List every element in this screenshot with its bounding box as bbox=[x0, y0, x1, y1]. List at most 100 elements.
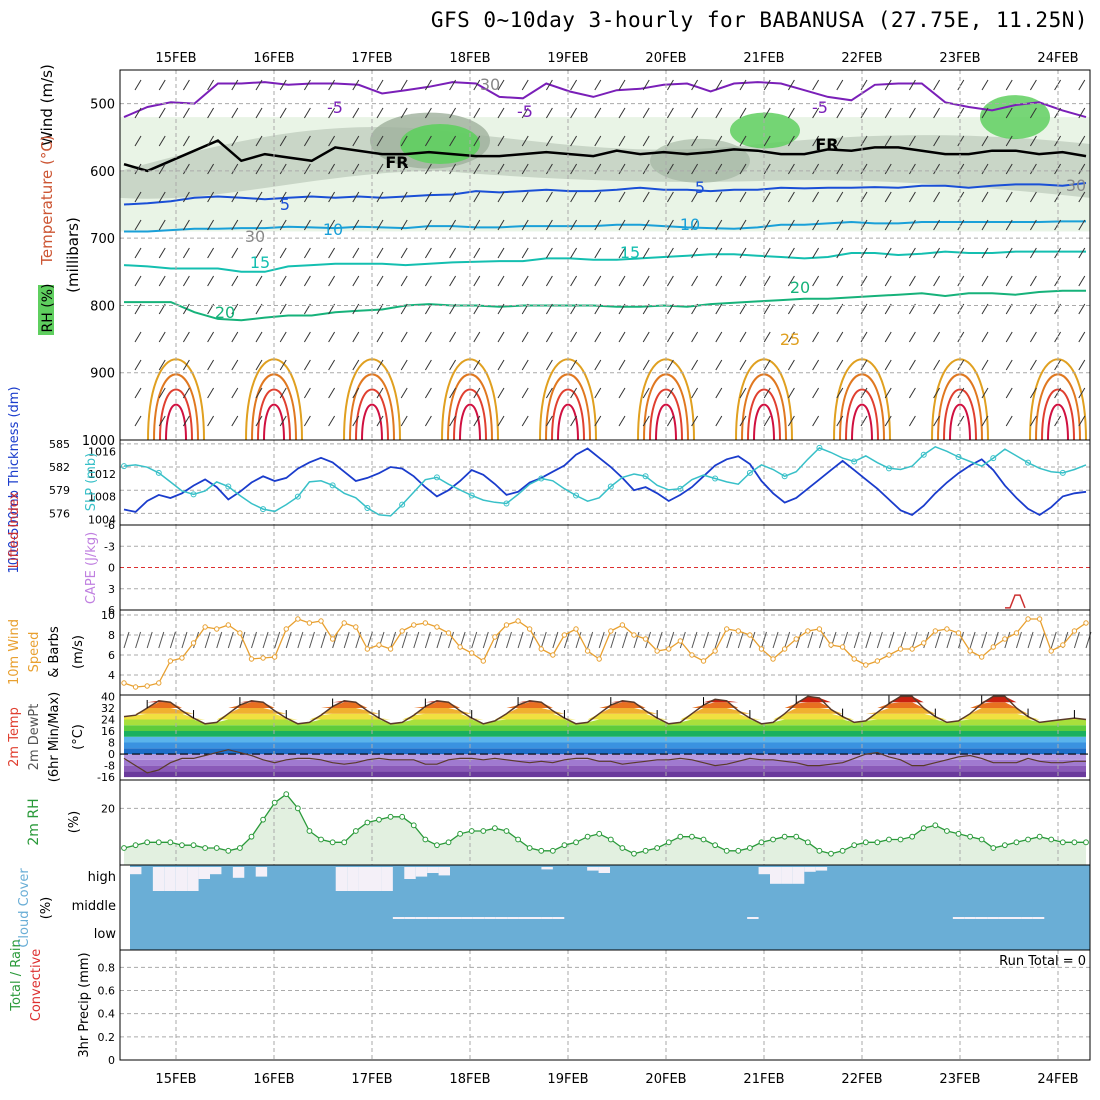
wind-barb bbox=[715, 79, 723, 91]
rh-marker bbox=[318, 836, 324, 843]
wind-barb bbox=[981, 331, 989, 343]
wind-barb-10m bbox=[169, 631, 176, 649]
wind-barb-10m bbox=[448, 631, 455, 649]
rh-marker bbox=[944, 828, 950, 834]
wind-barb bbox=[715, 191, 723, 203]
wind-barb bbox=[376, 191, 384, 203]
rh-marker bbox=[237, 845, 243, 851]
wind-speed-marker bbox=[735, 628, 741, 634]
axis-title: Lifted Index bbox=[7, 491, 22, 568]
wind-barb bbox=[255, 359, 263, 371]
date-tick-top: 16FEB bbox=[253, 51, 294, 66]
wind-barb bbox=[836, 163, 844, 175]
slp-tick: 1012 bbox=[88, 468, 116, 481]
contour-label: -5 bbox=[327, 98, 343, 117]
axis-title: Temperature (°C) bbox=[38, 135, 56, 265]
wind-barb bbox=[303, 275, 311, 287]
wind-barb-10m bbox=[506, 631, 512, 649]
wind-barb bbox=[255, 107, 263, 119]
wind-barb bbox=[158, 415, 166, 427]
axis-title-line: 2m Temp bbox=[7, 707, 22, 767]
temperature-contour-lower bbox=[159, 388, 193, 440]
wind-barb bbox=[521, 415, 529, 427]
wind-barb bbox=[231, 247, 239, 259]
wind-barb bbox=[957, 247, 965, 259]
wind-barb bbox=[666, 191, 674, 203]
cloud-middle-bar bbox=[1021, 917, 1033, 919]
wind-barb bbox=[594, 219, 602, 231]
wind-barb bbox=[1005, 107, 1013, 119]
wind-barb bbox=[981, 135, 989, 147]
rh-marker bbox=[352, 828, 359, 834]
wind-speed-marker bbox=[144, 683, 150, 689]
wind-barb bbox=[812, 359, 820, 371]
rh-marker bbox=[990, 845, 997, 851]
wind-barb bbox=[570, 219, 578, 231]
wind-barb bbox=[255, 247, 263, 259]
wind-barb bbox=[666, 331, 674, 343]
wind-barb bbox=[642, 163, 650, 175]
wind-barb bbox=[836, 359, 844, 371]
temperature-tick: 8 bbox=[108, 737, 115, 750]
date-tick-bottom: 16FEB bbox=[253, 1072, 294, 1087]
wind-barb-10m bbox=[424, 631, 431, 649]
wind-barb bbox=[279, 135, 287, 147]
axis-title-line: (%) bbox=[39, 897, 54, 920]
wind-barb bbox=[739, 387, 747, 399]
precip-tick: 0.4 bbox=[98, 1008, 116, 1021]
wind-barb bbox=[521, 275, 529, 287]
wind-barb bbox=[352, 275, 360, 287]
cloud-high-bar bbox=[210, 867, 222, 875]
rh-marker bbox=[862, 839, 869, 846]
wind-barb bbox=[812, 191, 820, 203]
wind-barb bbox=[957, 387, 965, 399]
wind-barb bbox=[691, 191, 699, 203]
wind-barb bbox=[908, 107, 916, 119]
wind-barb bbox=[473, 107, 481, 119]
wind-speed-marker bbox=[156, 680, 162, 686]
wind-speed-marker bbox=[793, 636, 799, 642]
wind-barb bbox=[424, 79, 432, 91]
cloud-middle-bar bbox=[415, 917, 428, 919]
wind-barb bbox=[424, 191, 432, 203]
date-tick-top: 15FEB bbox=[155, 51, 196, 66]
wind-barb bbox=[255, 331, 263, 343]
temperature-tick: -16 bbox=[97, 771, 115, 784]
thickness-slp-frame bbox=[119, 439, 1091, 526]
wind-barb bbox=[1029, 135, 1037, 147]
rh-marker bbox=[515, 836, 521, 843]
wind-barb bbox=[908, 191, 916, 203]
wind-barb bbox=[957, 415, 965, 427]
wind-barb bbox=[836, 79, 844, 91]
wind-barb bbox=[158, 191, 166, 203]
wind-barb bbox=[255, 135, 263, 147]
rh-marker bbox=[387, 813, 394, 820]
rh-marker bbox=[1048, 836, 1055, 843]
rh-marker bbox=[283, 791, 290, 798]
wind-barb bbox=[182, 79, 190, 91]
lifted-index-tick: -6 bbox=[104, 519, 115, 532]
axis-title-line: (m/s) bbox=[71, 635, 86, 669]
wind-barb bbox=[521, 219, 529, 231]
wind-barb bbox=[449, 275, 457, 287]
wind-barb-10m bbox=[934, 631, 941, 649]
wind-barb bbox=[207, 191, 215, 203]
axis-title-line: 2m RH bbox=[26, 798, 42, 845]
rh-marker bbox=[897, 836, 904, 843]
wind-barb bbox=[1029, 387, 1037, 399]
wind-barb bbox=[642, 135, 650, 147]
lifted-index-tick: 6 bbox=[108, 604, 115, 617]
wind-barb bbox=[400, 415, 408, 427]
wind-speed-marker bbox=[306, 620, 313, 626]
wind-barb bbox=[279, 247, 287, 259]
axis-title-line: (millibars) bbox=[64, 217, 82, 293]
wind-barb bbox=[231, 303, 239, 315]
wind-barb bbox=[328, 359, 336, 371]
wind-barb bbox=[666, 247, 674, 259]
wind-speed-marker bbox=[190, 640, 197, 646]
wind-barb bbox=[981, 303, 989, 315]
cloud-high-bar bbox=[381, 867, 393, 891]
wind-barb bbox=[255, 163, 263, 175]
slp-marker bbox=[364, 505, 371, 511]
rh-marker bbox=[155, 839, 162, 846]
